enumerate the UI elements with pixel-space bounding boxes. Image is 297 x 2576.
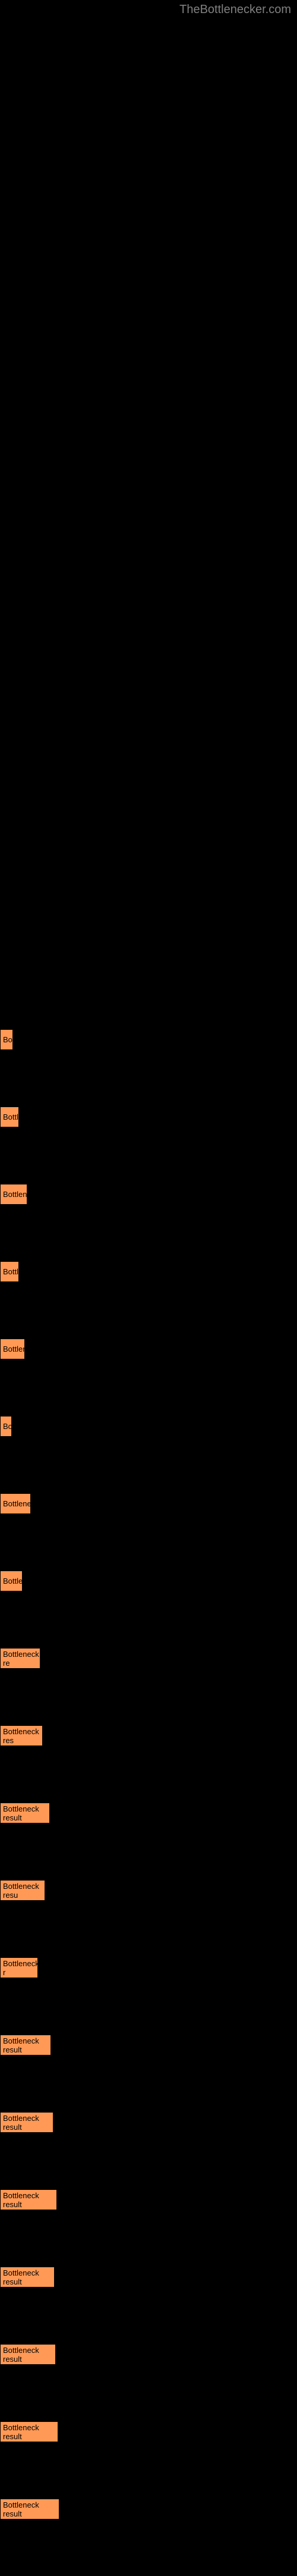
bar-row: Bo (0, 1029, 297, 1050)
bar-row: Bottleneck result (0, 2112, 297, 2133)
bar-row: Bottlene (0, 1184, 297, 1205)
bar-label: Bottl (3, 1112, 18, 1121)
bar-label: Bo (3, 1422, 12, 1431)
bar-label: Bottleneck result (3, 1804, 49, 1822)
bar-label: Bottleneck result (3, 2191, 56, 2209)
chart-bar: Bottlene (0, 1184, 27, 1205)
bar-label: Bottleneck result (3, 2268, 54, 2286)
chart-bar: Bottl (0, 1261, 19, 1282)
bar-row: Bottleneck resu (0, 1880, 297, 1901)
bar-row: Bottleneck result (0, 2499, 297, 2519)
bar-row: Bottleneck result (0, 1803, 297, 1823)
bar-label: Bottleneck result (3, 2036, 50, 2054)
bar-row: Bottleneck result (0, 2344, 297, 2365)
chart-bar: Bottleneck result (0, 2344, 56, 2365)
bar-row: Bottle (0, 1571, 297, 1591)
chart-bar: Bottleneck res (0, 1725, 43, 1746)
bar-row: Bottleneck result (0, 2189, 297, 2210)
chart-bar: Bottleneck result (0, 2112, 53, 2133)
chart-bar: Bottleneck resu (0, 1880, 45, 1901)
watermark: TheBottlenecker.com (179, 3, 291, 17)
chart-bar: Bottl (0, 1107, 19, 1127)
bar-label: Bottlene (3, 1190, 31, 1199)
bar-label: Bottlenec (3, 1499, 35, 1508)
bar-row: Bottleneck result (0, 2421, 297, 2442)
bar-row: Bottlen (0, 1339, 297, 1359)
chart-bar: Bottleneck result (0, 2499, 59, 2519)
bar-row: Bottleneck result (0, 2035, 297, 2055)
chart-bars-container: Bo Bottl Bottlene Bottl Bottlen Bo Bottl… (0, 1029, 297, 2576)
bar-label: Bottleneck res (3, 1727, 42, 1745)
bar-row: Bottleneck res (0, 1725, 297, 1746)
chart-bar: Bottleneck result (0, 2035, 51, 2055)
bar-label: Bottleneck result (3, 2114, 53, 2132)
chart-bar: Bottlenec (0, 1493, 31, 1514)
chart-bar: Bottle (0, 1571, 23, 1591)
bar-label: Bottleneck result (3, 2346, 55, 2364)
bar-label: Bottl (3, 1267, 18, 1276)
bar-row: Bo (0, 1416, 297, 1437)
chart-bar: Bottleneck result (0, 1803, 50, 1823)
bar-label: Bottleneck re (3, 1650, 40, 1668)
chart-bar: Bottleneck re (0, 1648, 40, 1669)
chart-bar: Bottleneck result (0, 2267, 55, 2287)
bar-row: Bottleneck result (0, 2267, 297, 2287)
chart-bar: Bottleneck result (0, 2421, 58, 2442)
bar-label: Bottleneck r (3, 1959, 39, 1977)
bar-label: Bo (3, 1035, 12, 1044)
chart-bar: Bottleneck r (0, 1957, 38, 1978)
bar-label: Bottlen (3, 1345, 27, 1353)
chart-bar: Bottleneck result (0, 2189, 57, 2210)
bar-row: Bottleneck re (0, 1648, 297, 1669)
bar-label: Bottle (3, 1577, 23, 1585)
chart-bar: Bottlen (0, 1339, 25, 1359)
chart-bar: Bo (0, 1416, 12, 1437)
bar-row: Bottlenec (0, 1493, 297, 1514)
bar-label: Bottleneck result (3, 2500, 59, 2518)
bar-row: Bottl (0, 1107, 297, 1127)
bar-row: Bottl (0, 1261, 297, 1282)
bar-label: Bottleneck result (3, 2423, 58, 2441)
chart-bar: Bo (0, 1029, 13, 1050)
bar-label: Bottleneck resu (3, 1882, 45, 1900)
bar-row: Bottleneck r (0, 1957, 297, 1978)
